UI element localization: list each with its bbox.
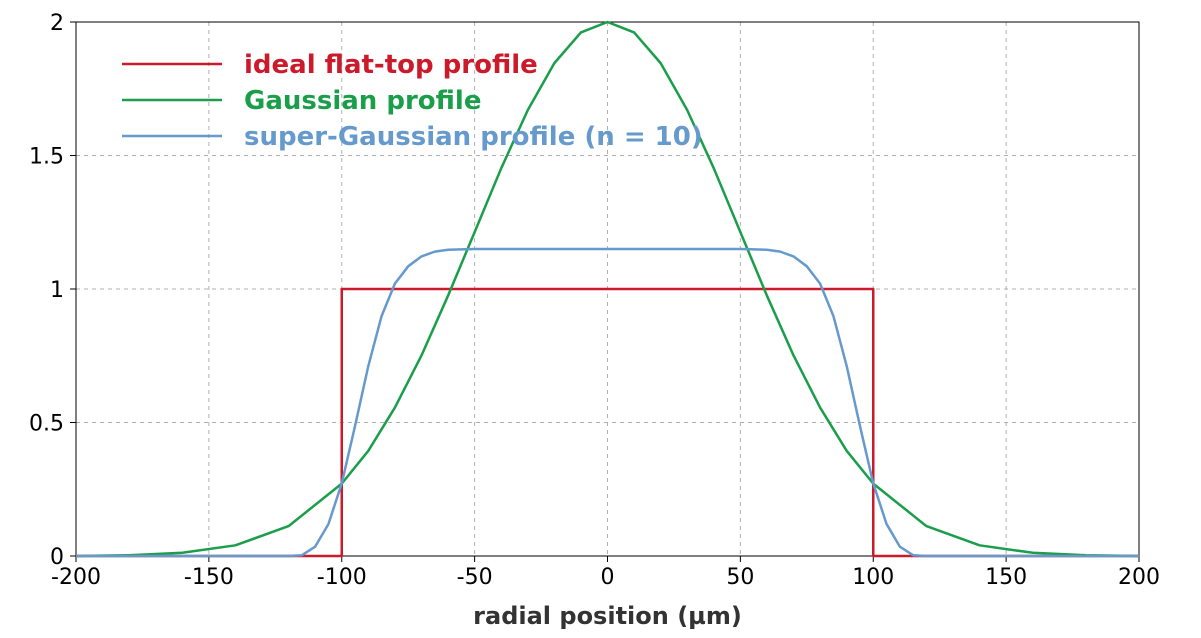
legend-label-1: ideal flat-top profile (244, 50, 538, 80)
y-tick-label: 1 (50, 278, 64, 303)
x-tick-label: 100 (852, 565, 894, 590)
x-tick-label: -100 (317, 565, 367, 590)
x-tick-label: -200 (51, 565, 101, 590)
y-tick-label: 0.5 (29, 412, 64, 437)
x-tick-label: 0 (601, 565, 615, 590)
legend-label-2: Gaussian profile (244, 86, 481, 116)
legend: ideal flat-top profile Gaussian profile su… (122, 50, 703, 152)
x-tick-label: 50 (726, 565, 754, 590)
y-tick-label: 2 (50, 11, 64, 36)
y-tick-label: 1.5 (29, 145, 64, 170)
x-axis-title: radial position (µm) (473, 602, 742, 630)
series-lines (75, 20, 1140, 558)
x-axis-ticks: -200 -150 -100 -50 0 50 100 150 200 (51, 556, 1160, 590)
y-tick-label: 0 (50, 545, 64, 570)
legend-label-3: super-Gaussian profile (n = 10) (244, 122, 703, 152)
y-axis-ticks: 0 0.5 1 1.5 2 (29, 11, 76, 570)
x-tick-label: 150 (985, 565, 1027, 590)
x-tick-label: -50 (457, 565, 493, 590)
series-line-3 (76, 247, 1139, 558)
x-tick-label: 200 (1118, 565, 1160, 590)
x-tick-label: -150 (184, 565, 234, 590)
